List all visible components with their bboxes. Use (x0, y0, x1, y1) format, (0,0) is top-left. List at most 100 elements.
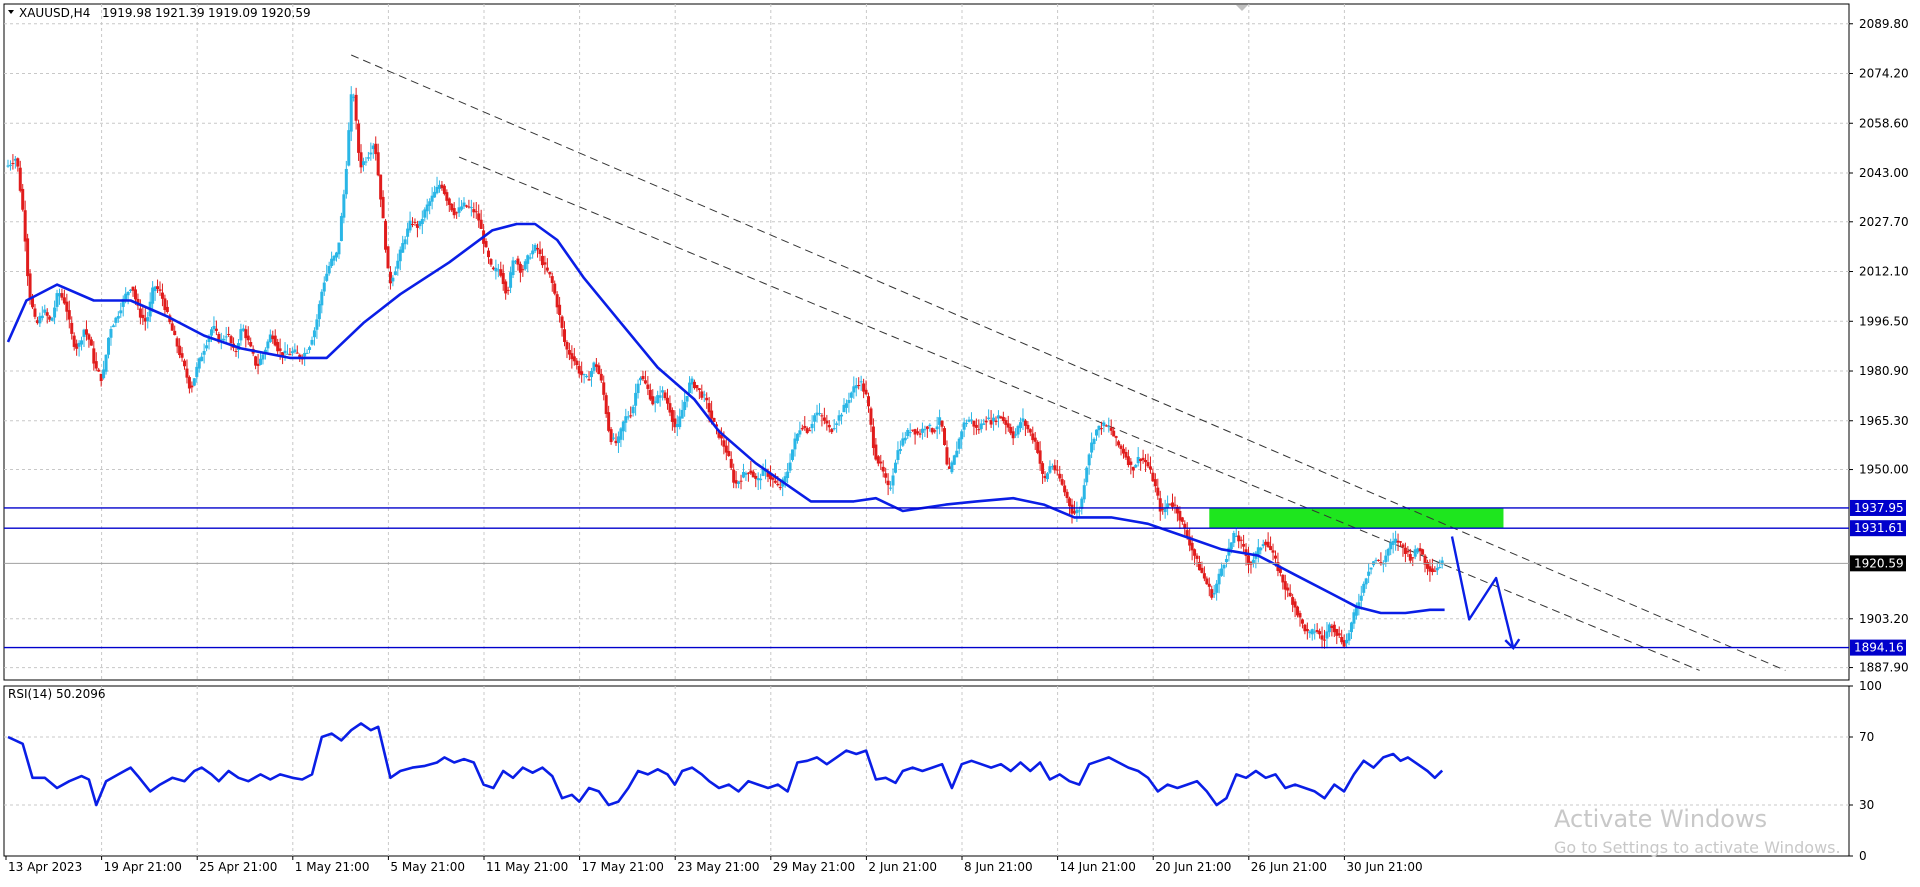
x-tick-label: 29 May 21:00 (773, 860, 855, 874)
candle-body (1396, 540, 1400, 543)
candle-body (737, 481, 741, 484)
candle-body (1215, 583, 1219, 593)
candle-body (832, 428, 836, 430)
candle-body (641, 376, 645, 380)
candle-body (6, 165, 10, 167)
symbol-dropdown-icon[interactable] (8, 10, 14, 14)
candle-body (984, 420, 988, 423)
candle-body (580, 371, 584, 376)
candle-body (575, 360, 579, 366)
candle-body (516, 258, 520, 265)
candle-body (121, 298, 125, 307)
candle-body (945, 447, 949, 465)
candle-body (749, 470, 753, 474)
candle-body (695, 385, 699, 389)
candle-body (947, 466, 951, 469)
candle-body (491, 267, 495, 270)
candle-body (462, 202, 466, 207)
candle-body (72, 335, 76, 347)
candle-body (982, 423, 986, 425)
candle-body (744, 472, 748, 475)
candle-body (881, 466, 885, 472)
candle-body (680, 409, 684, 419)
candle-body (254, 356, 258, 366)
candle-body (1109, 427, 1113, 431)
candle-body (862, 383, 866, 392)
candle-body (509, 272, 513, 288)
candle-body (170, 323, 174, 331)
candle-body (1256, 547, 1260, 555)
candle-body (288, 354, 292, 356)
candle-body (57, 293, 61, 297)
candle-body (533, 244, 537, 252)
candle-body (94, 361, 98, 369)
candle-body (50, 317, 54, 321)
y-tick-label: 2027.70 (1859, 215, 1909, 229)
candle-body (1347, 633, 1351, 641)
candle-body (697, 388, 701, 391)
candle-body (327, 266, 331, 274)
candle-body (582, 374, 586, 376)
candle-body (1271, 550, 1275, 553)
candle-body (195, 366, 199, 378)
candle-body (1327, 624, 1331, 633)
candle-body (536, 247, 540, 250)
candle-body (40, 315, 44, 319)
candle-body (413, 221, 417, 223)
candle-body (67, 310, 71, 320)
candle-body (111, 325, 115, 328)
candle-body (1352, 612, 1356, 624)
candle-body (857, 385, 861, 387)
chart-shift-marker-icon[interactable] (1236, 5, 1248, 11)
candle-body (1408, 554, 1412, 561)
candle-body (1004, 420, 1008, 425)
candle-body (1107, 426, 1111, 428)
candle-body (241, 328, 245, 331)
candle-body (925, 426, 929, 429)
candle-body (28, 273, 32, 300)
candle-body (26, 238, 30, 277)
candle-body (163, 298, 167, 311)
candle-body (1440, 560, 1444, 565)
candle-body (1011, 431, 1015, 439)
candle-body (867, 396, 871, 407)
candle-body (1303, 624, 1307, 632)
candle-body (99, 373, 103, 382)
candle-body (457, 207, 461, 213)
candle-body (950, 462, 954, 473)
x-tick-label: 11 May 21:00 (486, 860, 568, 874)
candle-body (43, 309, 47, 313)
candle-body (18, 167, 22, 191)
candle-body (408, 220, 412, 231)
candle-body (913, 429, 917, 435)
candle-body (374, 143, 378, 155)
candle-body (920, 428, 924, 433)
candle-body (339, 216, 343, 242)
grid (4, 4, 1849, 680)
candle-body (1041, 463, 1045, 474)
candle-body (281, 352, 285, 356)
candle-body (38, 316, 42, 324)
candle-body (786, 471, 790, 479)
candle-body (391, 277, 395, 282)
candle-body (114, 317, 118, 323)
candle-body (1239, 539, 1243, 541)
candle-body (889, 487, 893, 489)
candle-body (911, 429, 915, 431)
candle-body (967, 419, 971, 422)
candle-body (366, 157, 370, 159)
candle-body (636, 383, 640, 394)
candle-body (1193, 549, 1197, 556)
candle-body (273, 335, 277, 346)
candle-body (158, 289, 162, 291)
moving-average-line (6, 222, 1445, 615)
candle-body (577, 365, 581, 374)
candle-body (21, 188, 25, 210)
candle-body (940, 420, 944, 427)
candle-body (303, 352, 307, 357)
candle-body (249, 342, 253, 347)
candle-body (1369, 567, 1373, 570)
candle-body (1401, 544, 1405, 548)
candle-body (1092, 438, 1096, 445)
ohlc-low: 1919.09 (208, 6, 258, 20)
